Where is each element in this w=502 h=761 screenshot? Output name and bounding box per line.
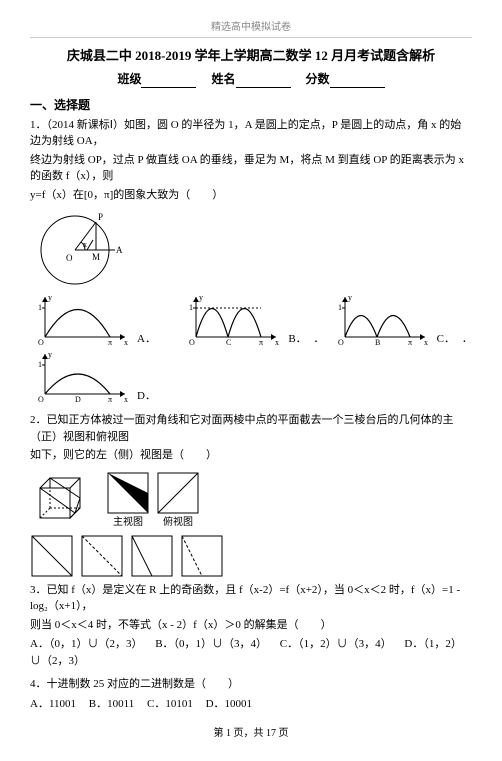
q3-line2: 则当 0＜x＜4 时，不等式（x - 2）f（x）＞0 的解集是（ ） (30, 617, 472, 634)
svg-text:y: y (199, 293, 203, 302)
q3-opt-b: B．（0，1）∪（3，4） (155, 638, 267, 650)
q2-line2: 如下，则它的左（侧）视图是（ ） (30, 447, 472, 464)
q2-top-view (156, 471, 200, 515)
label-A: A (116, 245, 123, 255)
q1-opt-a-graph: 1 O π x y (30, 292, 130, 347)
name-blank (236, 75, 291, 88)
svg-text:π: π (259, 338, 263, 347)
q2-opt-b (80, 534, 124, 578)
blanks-row: 班级 姓名 分数 (30, 70, 472, 88)
q3-line1: 3．已知 f（x）是定义在 R 上的奇函数，且 f（x-2）=f（x+2），当 … (30, 582, 472, 615)
svg-text:O: O (189, 338, 195, 347)
svg-text:O: O (38, 395, 44, 404)
svg-text:y: y (348, 293, 352, 302)
q1-line1: 1．（2014 新课标Ⅰ）如图，圆 O 的半径为 1，A 是圆上的定点，P 是圆… (30, 117, 472, 150)
score-label: 分数 (306, 72, 330, 86)
q1-opt-d-graph: 1 O D π x y (30, 349, 130, 404)
class-label: 班级 (117, 72, 141, 86)
q2-cube-diagram (30, 468, 100, 530)
section-1-head: 一、选择题 (30, 96, 472, 114)
header-top-label: 精选高中模拟试卷 (30, 20, 472, 38)
svg-text:1: 1 (338, 303, 342, 312)
svg-text:C: C (226, 338, 231, 347)
q4-opt-a: A．11001 (30, 698, 76, 710)
q2-main-view (106, 471, 150, 515)
exam-title: 庆城县二中 2018-2019 学年上学期高二数学 12 月月考试题含解析 (30, 46, 472, 66)
q4-opt-b: B．10011 (89, 698, 134, 710)
svg-text:π: π (108, 338, 112, 347)
dot: ． (314, 332, 324, 347)
q1-opt-c-graph: 1 O B π x y (330, 292, 430, 347)
q3-options: A．（0，1）∪（2，3） B．（0，1）∪（3，4） C．（1，2）∪（3，4… (30, 636, 472, 669)
svg-text:x: x (124, 338, 128, 347)
svg-text:1: 1 (189, 303, 193, 312)
svg-text:D: D (75, 395, 81, 404)
score-blank (330, 75, 385, 88)
q2-opt-c (130, 534, 174, 578)
svg-text:y: y (48, 350, 52, 359)
q4-opt-d: D．10001 (206, 698, 252, 710)
q4-line1: 4．十进制数 25 对应的二进制数是（ ） (30, 676, 472, 693)
svg-text:1: 1 (38, 303, 42, 312)
q2-opt-d (180, 534, 224, 578)
q1-line3: y=f（x）在[0，π]的图象大致为（ ） (30, 187, 472, 204)
name-label: 姓名 (211, 72, 235, 86)
label-M: M (92, 252, 100, 262)
svg-text:B: B (375, 338, 380, 347)
q3-opt-c: C．（1，2）∪（3，4） (280, 638, 392, 650)
dot2: ． (462, 332, 472, 347)
q2-main-label: 主视图 (106, 515, 150, 530)
q2-top-label: 俯视图 (156, 515, 200, 530)
svg-text:1: 1 (38, 360, 42, 369)
svg-text:π: π (408, 338, 412, 347)
label-P: P (98, 212, 103, 222)
svg-text:O: O (338, 338, 344, 347)
label-x: x (83, 240, 87, 249)
svg-text:O: O (38, 338, 44, 347)
page-footer: 第 1 页，共 17 页 (30, 726, 472, 741)
q2-line1: 2．已知正方体被过一面对角线和它对面两棱中点的平面截去一个三棱台后的几何体的主（… (30, 412, 472, 445)
svg-text:x: x (424, 338, 428, 347)
q1-opt-b-graph: 1 O C π x y (181, 292, 281, 347)
label-O: O (66, 253, 73, 263)
class-blank (141, 75, 196, 88)
q4-opt-c: C．10101 (147, 698, 193, 710)
q1-circle-diagram: P O M A x (30, 205, 140, 290)
svg-text:π: π (108, 395, 112, 404)
q1-line2: 终边为射线 OP，过点 P 做直线 OA 的垂线，垂足为 M，将点 M 到直线 … (30, 152, 472, 185)
svg-text:x: x (124, 395, 128, 404)
q1-opt-d-label: D． (137, 388, 156, 405)
q4-options: A．11001 B．10011 C．10101 D．10001 (30, 696, 472, 713)
q1-opt-a-label: A． (137, 331, 156, 348)
q1-opt-c-label: C． (437, 331, 455, 348)
svg-text:y: y (48, 293, 52, 302)
q1-opt-b-label: B． (288, 331, 306, 348)
q3-opt-a: A．（0，1）∪（2，3） (30, 638, 142, 650)
q2-opt-a (30, 534, 74, 578)
svg-text:x: x (275, 338, 279, 347)
